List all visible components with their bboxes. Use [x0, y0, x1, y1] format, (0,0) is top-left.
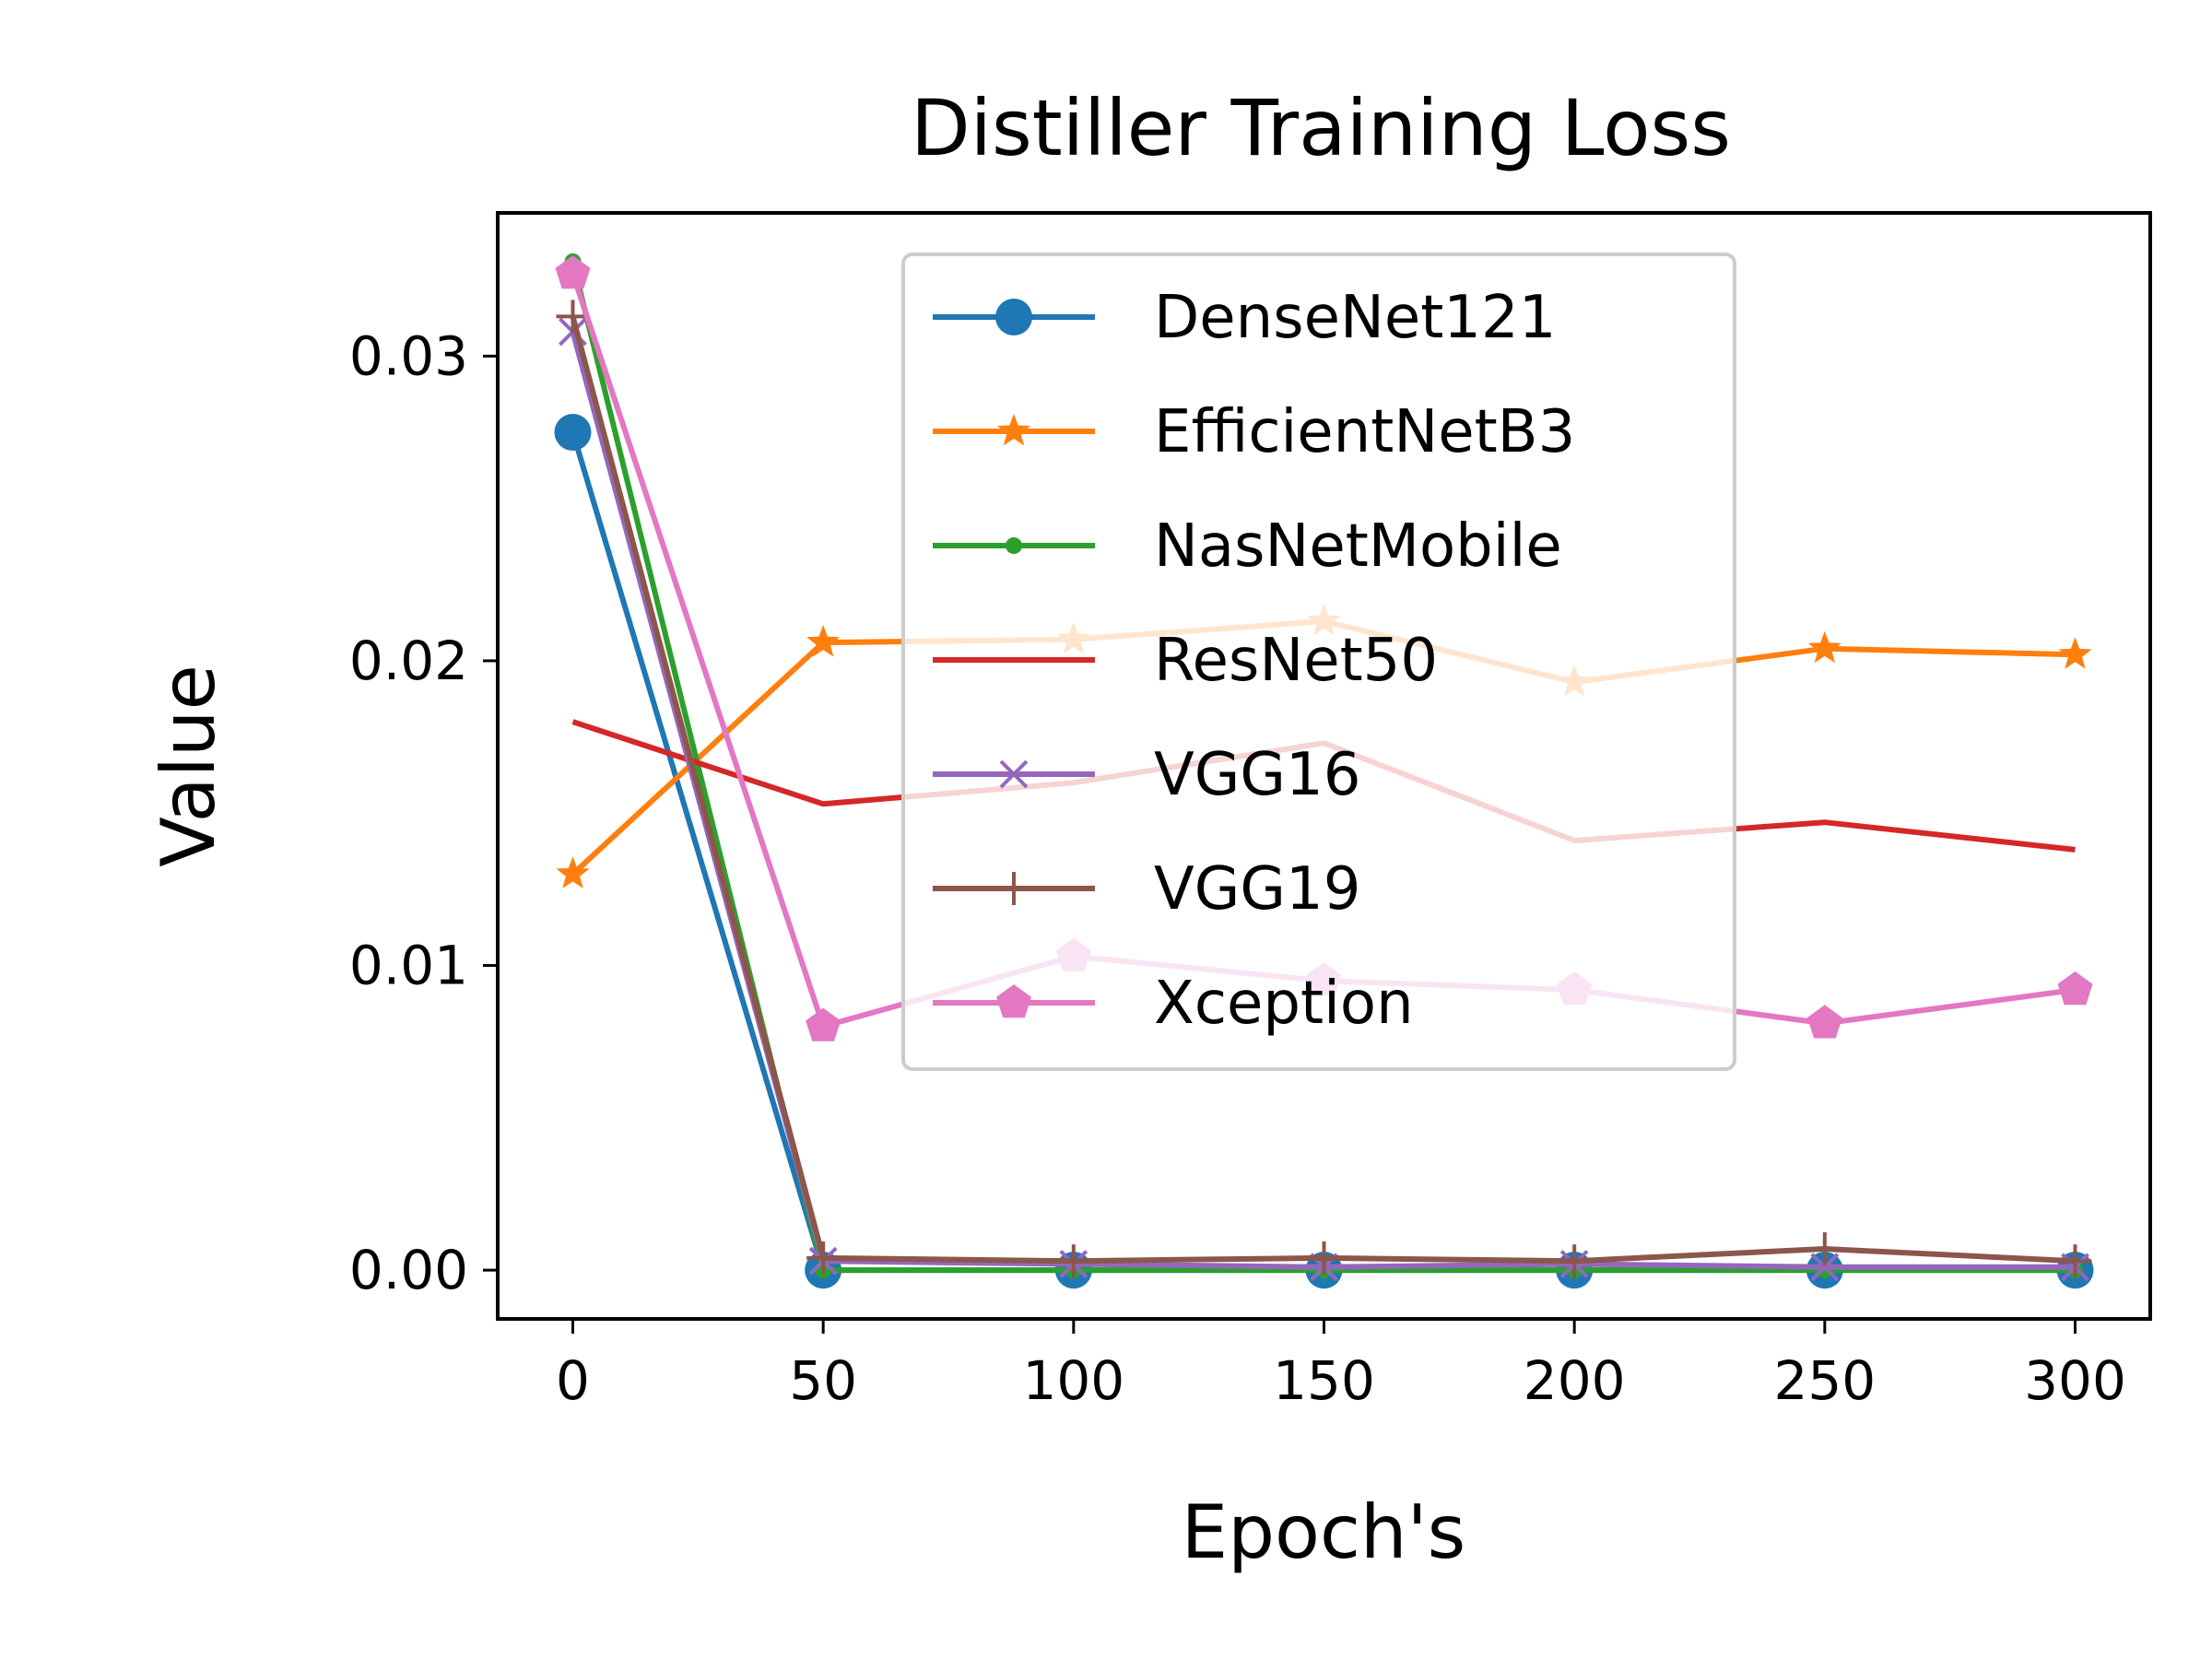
legend-label-densenet121: DenseNet121 — [1154, 284, 1556, 352]
x-tick-label: 250 — [1773, 1349, 1876, 1412]
legend-marker-xception — [996, 984, 1031, 1018]
legend-marker-vgg16 — [999, 759, 1029, 789]
data-point — [2058, 637, 2092, 669]
data-point — [554, 414, 592, 452]
legend-marker-nasnetmobile — [1006, 537, 1022, 554]
data-point — [556, 300, 590, 334]
data-point — [2057, 971, 2093, 1006]
y-tick-label: 0.03 — [349, 324, 468, 387]
data-point — [1558, 1244, 1592, 1278]
data-point — [1807, 1231, 1841, 1265]
data-point — [2058, 1244, 2092, 1278]
x-tick-label: 100 — [1022, 1349, 1124, 1412]
x-axis-label: Epoch's — [1182, 1489, 1466, 1575]
x-tick-label: 200 — [1524, 1349, 1626, 1412]
series-vgg19 — [556, 300, 2092, 1278]
data-point — [556, 856, 590, 888]
data-point — [1056, 1244, 1090, 1278]
x-tick-label: 150 — [1273, 1349, 1375, 1412]
legend-label-nasnetmobile: NasNetMobile — [1154, 512, 1562, 581]
legend-label-xception: Xception — [1154, 970, 1414, 1038]
data-point — [1806, 1005, 1842, 1039]
legend-label-vgg16: VGG16 — [1154, 741, 1360, 809]
legend: DenseNet121 EfficientNetB3 NasNetMobile Res… — [901, 253, 1736, 1071]
chart-title: Distiller Training Loss — [911, 83, 1731, 173]
legend-label-vgg19: VGG19 — [1154, 855, 1360, 924]
y-axis-label: Value — [146, 665, 231, 867]
legend-label-resnet50: ResNet50 — [1154, 627, 1438, 695]
legend-label-efficientnetb3: EfficientNetB3 — [1154, 398, 1575, 466]
data-point — [1810, 1253, 1840, 1282]
legend-marker-efficientnetb3 — [996, 414, 1031, 446]
legend-marker-vgg19 — [997, 872, 1030, 905]
data-point — [806, 1007, 841, 1041]
x-tick-label: 300 — [2024, 1349, 2126, 1412]
x-tick-label: 50 — [789, 1349, 857, 1412]
data-point — [1807, 630, 1841, 664]
data-point — [806, 1241, 841, 1275]
data-point — [555, 255, 591, 289]
legend-box — [901, 253, 1736, 1071]
y-tick-label: 0.00 — [349, 1239, 468, 1301]
legend-marker-densenet121 — [995, 299, 1032, 335]
y-tick-label: 0.01 — [349, 935, 468, 997]
y-axis: 0.00 0.01 0.02 0.03 — [349, 324, 498, 1301]
x-axis: 0 50 100 150 200 250 300 — [556, 1319, 2126, 1412]
data-point — [1307, 1241, 1341, 1275]
x-tick-label: 0 — [556, 1349, 590, 1412]
y-tick-label: 0.02 — [349, 629, 468, 692]
data-point — [806, 625, 841, 657]
